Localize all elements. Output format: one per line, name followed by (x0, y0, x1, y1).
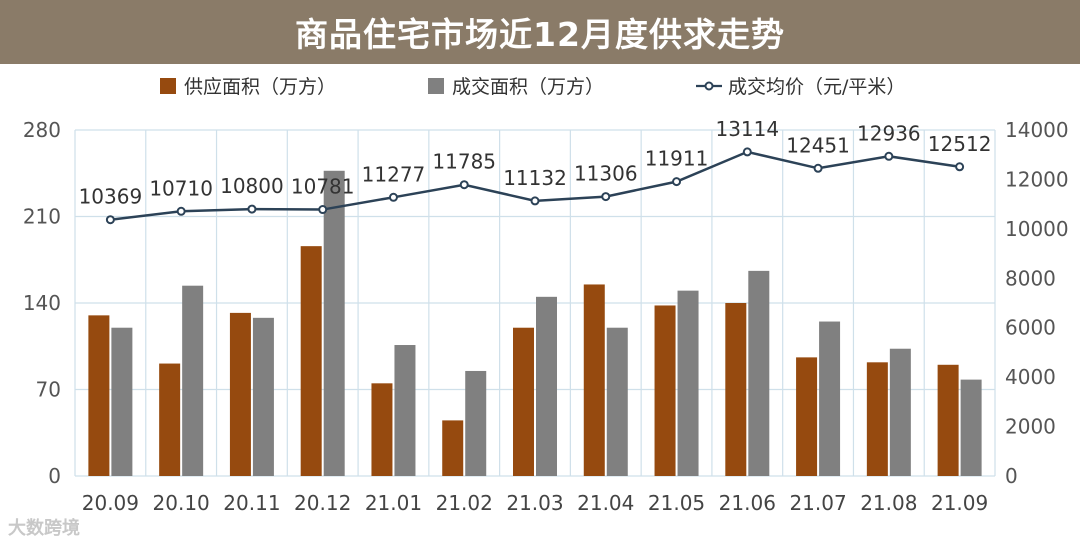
title-bar: 商品住宅市场近12月度供求走势 (0, 0, 1080, 64)
x-tick-label: 20.09 (82, 491, 139, 515)
price-data-label: 11911 (645, 147, 709, 171)
bar-supply (159, 363, 181, 476)
line-price-point (601, 192, 611, 202)
y-left-tick-label: 70 (36, 378, 61, 402)
price-data-label: 12936 (857, 121, 921, 145)
legend-swatch (428, 78, 444, 94)
legend-item-supply: 供应面积（万方） (160, 76, 336, 98)
line-price-point (459, 180, 469, 190)
bar-deal (252, 317, 274, 476)
price-data-label: 10710 (149, 176, 213, 200)
y-right-tick-label: 4000 (1005, 365, 1056, 389)
bar-deal (677, 290, 699, 476)
bar-deal (889, 348, 911, 476)
line-price-point (672, 177, 682, 187)
line-price-point (884, 151, 894, 161)
price-data-label: 11277 (362, 162, 426, 186)
y-left-tick-label: 0 (48, 464, 61, 488)
y-right-tick-label: 8000 (1005, 266, 1056, 290)
legend-label: 供应面积（万方） (184, 76, 336, 98)
x-tick-label: 20.10 (153, 491, 210, 515)
x-tick-label: 21.01 (365, 491, 422, 515)
chart-title: 商品住宅市场近12月度供求走势 (295, 15, 785, 54)
legend-label: 成交均价（元/平米） (728, 76, 905, 98)
price-data-label: 11306 (574, 162, 638, 186)
bar-supply (442, 420, 464, 476)
bar-supply (937, 364, 959, 476)
y-right-tick-label: 2000 (1005, 415, 1056, 439)
price-data-label: 13114 (715, 117, 779, 141)
x-tick-label: 20.11 (223, 491, 280, 515)
bar-deal (394, 345, 416, 476)
legend: 供应面积（万方） 成交面积（万方） 成交均价（元/平米） (160, 76, 905, 98)
x-tick-label: 21.06 (719, 491, 776, 515)
bar-deal (465, 370, 487, 476)
y-right-tick-label: 12000 (1005, 167, 1069, 191)
legend-marker (704, 81, 714, 91)
bar-supply (725, 303, 747, 476)
bar-deal (606, 327, 628, 476)
bar-deal (323, 170, 345, 476)
bar-deal (111, 327, 133, 476)
bar-supply (300, 246, 322, 476)
price-data-label: 11785 (432, 150, 496, 174)
legend-label: 成交面积（万方） (452, 76, 604, 98)
price-data-label: 10800 (220, 174, 284, 198)
bar-supply (654, 305, 676, 476)
watermark-text: 大数跨境 (8, 518, 80, 539)
line-price-point (247, 204, 257, 214)
x-tick-label: 21.09 (931, 491, 988, 515)
x-tick-label: 21.03 (506, 491, 563, 515)
bar-deal (536, 296, 557, 476)
bar-supply (866, 362, 888, 476)
x-tick-label: 21.02 (436, 491, 493, 515)
legend-swatch (160, 78, 176, 94)
y-left-tick-label: 210 (23, 205, 61, 229)
bar-deal (748, 270, 770, 476)
y-right-tick-label: 14000 (1005, 118, 1069, 142)
bar-supply (371, 383, 393, 476)
price-data-label: 10781 (291, 175, 355, 199)
price-data-label: 12512 (928, 132, 992, 156)
x-tick-label: 20.12 (294, 491, 351, 515)
price-data-label: 12451 (786, 133, 850, 157)
price-data-label: 11132 (503, 166, 567, 190)
x-tick-label: 21.08 (860, 491, 917, 515)
y-right-tick-label: 10000 (1005, 217, 1069, 241)
y-left-tick-label: 140 (23, 291, 61, 315)
bar-deal (182, 285, 204, 476)
line-price-point (813, 163, 823, 173)
x-tick-label: 21.05 (648, 491, 705, 515)
bar-supply (513, 327, 534, 476)
x-tick-label: 21.07 (789, 491, 846, 515)
line-price-point (176, 206, 186, 216)
bars-layer (88, 170, 982, 476)
line-price-point (318, 205, 328, 215)
y-right-tick-label: 6000 (1005, 316, 1056, 340)
x-tick-label: 21.04 (577, 491, 634, 515)
bar-supply (583, 284, 605, 476)
line-price-point (388, 192, 398, 202)
bar-deal (960, 379, 982, 476)
bar-supply (796, 357, 818, 476)
y-left-tick-label: 280 (23, 118, 61, 142)
bar-deal (819, 321, 841, 476)
price-data-label: 10369 (79, 185, 143, 209)
line-price-point (742, 147, 752, 157)
axis-layer: 0 70 140 210 280 0 2000 4000 6000 8000 10000 12000 1… (23, 118, 1069, 515)
bar-supply (229, 312, 251, 476)
legend-item-deal: 成交面积（万方） (428, 76, 604, 98)
line-price-point (530, 196, 540, 206)
line-price-point (105, 215, 115, 225)
legend-item-price: 成交均价（元/平米） (696, 76, 905, 98)
line-price-point (955, 162, 965, 172)
y-right-tick-label: 0 (1005, 464, 1018, 488)
grid-layer (74, 129, 996, 477)
bar-supply (88, 315, 110, 476)
